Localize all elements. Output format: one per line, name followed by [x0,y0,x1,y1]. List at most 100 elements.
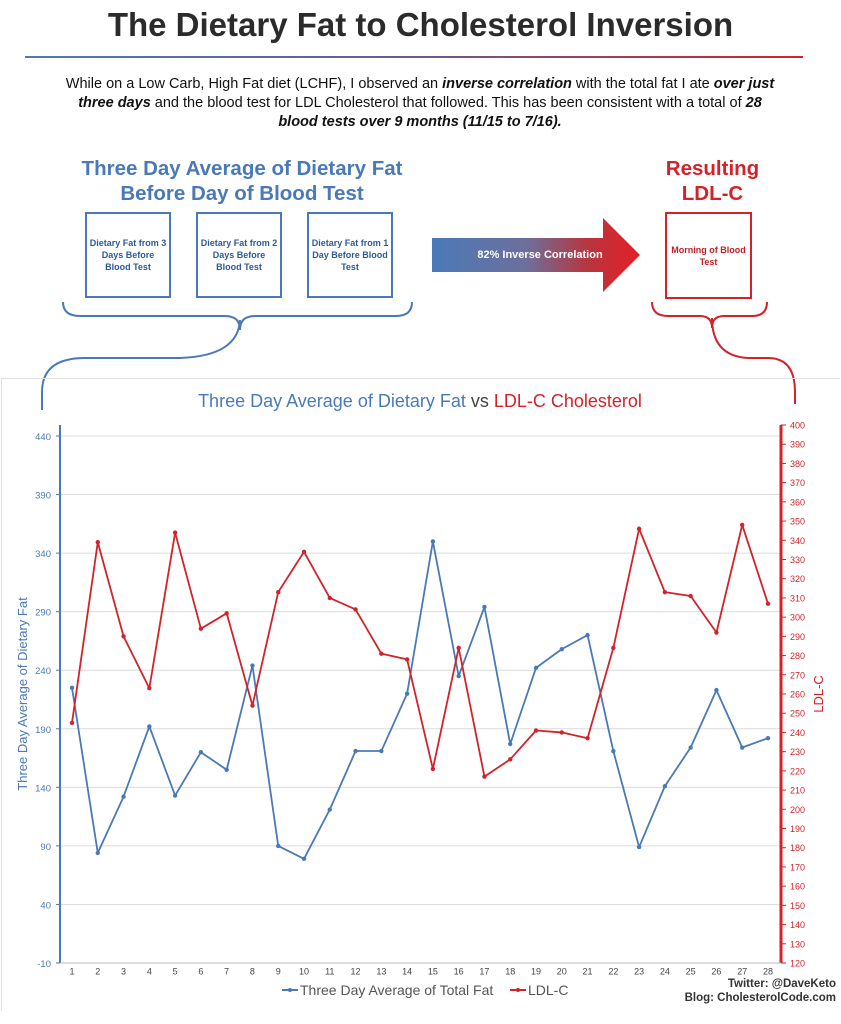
left-tick-label: 190 [35,725,51,736]
fat-series-point [147,724,152,729]
x-tick-label: 11 [325,966,334,976]
right-tick-label: 340 [790,536,805,546]
grid-lines [60,435,781,964]
blog-credit: Blog: CholesterolCode.com [684,992,836,1004]
x-tick-label: 7 [224,966,229,976]
ldl-series-segment [612,528,640,649]
x-tick-label: 19 [531,966,541,976]
fat-series-segment [535,648,563,669]
ldl-series-point [276,589,281,595]
legend-fat-label: Three Day Average of Total Fat [300,982,493,998]
ldl-series-point [301,549,307,555]
chart-title-fat: Three Day Average of Dietary Fat [198,391,466,411]
ldl-series-segment [586,647,615,739]
right-tick-label: 360 [790,497,805,507]
fat-series-segment [251,665,280,847]
chart-title: Three Day Average of Dietary Fat vs LDL-C … [198,391,642,411]
ldl-series-point [147,686,152,691]
ldl-series-segment [354,609,383,655]
intro-emphasis-1: inverse correlation [442,76,572,92]
left-tick-label: 440 [35,432,51,443]
right-tick-label: 220 [790,766,805,776]
ldl-series-segment [406,659,434,770]
right-tick-label: 200 [790,805,805,815]
right-tick-label: 160 [790,882,805,892]
fat-series-point [456,673,461,679]
fat-series-segment [638,785,666,848]
fat-series-segment [200,751,228,771]
chart-title-vs: vs [471,391,489,411]
fat-series-point [559,646,564,652]
series-lines [69,522,771,861]
legend-ldl-marker [516,988,520,992]
right-axis-label: LDL-C [811,675,826,713]
fat-series-segment [122,726,151,798]
ldl-series-point [765,601,771,606]
x-tick-label: 17 [479,966,489,976]
fat-series-point [585,632,590,638]
ldl-series-point [353,607,358,612]
right-tick-label: 130 [790,939,805,949]
right-tick-label: 120 [790,959,805,969]
x-tick-label: 20 [557,966,567,976]
right-tick-label: 280 [790,651,805,661]
fat-series-point [740,745,745,750]
fat-series-segment [96,796,125,854]
right-tick-label: 250 [790,709,805,719]
intro-part-1: While on a Low Carb, High Fat diet (LCHF… [65,76,443,92]
fat-brace [62,301,413,331]
right-tick-label: 240 [790,728,805,738]
fat-series-segment [664,747,692,787]
twitter-credit: Twitter: @DaveKeto [727,978,836,990]
ldl-series-point [688,593,693,599]
right-tick-label: 300 [790,613,805,623]
ldl-series-segment [715,524,744,633]
ldl-series-point [95,540,100,545]
left-tick-label: 290 [35,608,51,619]
intro-part-3: and the blood test for LDL Cholesterol t… [150,95,746,111]
x-tick-label: 25 [686,966,696,976]
ldl-series-segment [689,595,718,634]
ldl-series-point [404,657,410,662]
ldl-series-segment [457,647,486,777]
fat-series-segment [406,541,434,694]
left-axis-label: Three Day Average of Dietary Fat [15,597,30,791]
chart-panel [1,378,840,1011]
ldl-series-segment [509,729,537,760]
ldl-series-segment [483,758,511,778]
fat-series-point [353,748,358,754]
fat-series-point [430,539,436,544]
x-tick-label: 1 [69,966,74,976]
x-tick-label: 6 [198,966,203,976]
fat-box-2-days: Dietary Fat from 2 Days Before Blood Tes… [196,212,282,298]
x-tick-label: 5 [173,966,178,976]
ldl-series-point [430,766,436,772]
fat-series-point [198,750,204,755]
fat-series-point [765,735,771,741]
fat-box-3-days: Dietary Fat from 3 Days Before Blood Tes… [85,212,171,298]
ldl-series-segment [174,532,202,629]
fat-series-point [508,741,513,747]
x-tick-label: 12 [351,966,361,976]
ldl-series-point [121,634,126,639]
ldl-series-point [250,703,255,708]
fat-box-1-day: Dietary Fat from 1 Day Before Blood Test [307,212,393,298]
ldl-series-segment [741,524,769,604]
right-tick-label: 270 [790,670,805,680]
fat-series-segment [303,809,331,860]
left-tick-label: 40 [40,900,51,911]
legend-ldl-label: LDL-C [528,982,568,998]
ldl-series-segment [638,528,666,593]
right-tick-label: 210 [790,786,805,796]
x-tick-label: 21 [583,966,593,976]
ldl-series-point [611,645,616,651]
fat-series-segment [148,726,176,796]
ldl-heading: Resulting LDL-C [665,157,760,205]
ldl-series-point [69,720,75,726]
x-tick-label: 18 [505,966,515,976]
right-tick-label: 260 [790,690,805,700]
ldl-series-point [585,735,590,741]
fat-series-point [276,843,281,849]
right-tick-label: 370 [790,478,805,488]
